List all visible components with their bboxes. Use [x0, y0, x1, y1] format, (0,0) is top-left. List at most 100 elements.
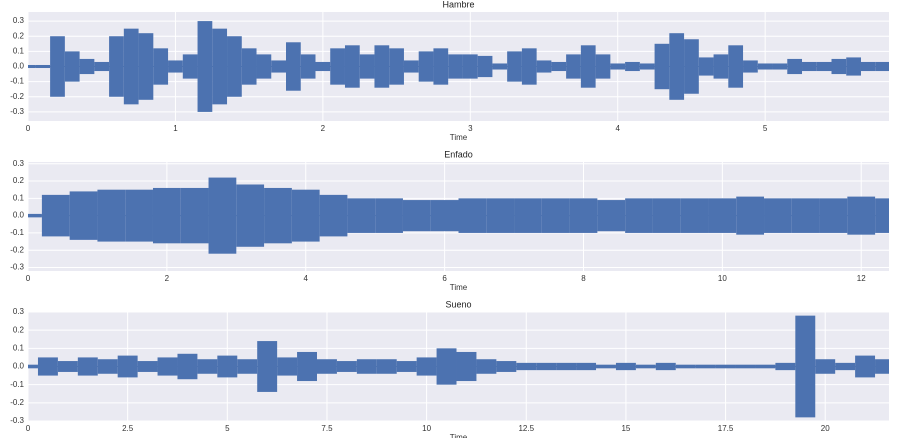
y-tick-label: 0.0 [13, 62, 25, 71]
waveform-segment [680, 198, 709, 233]
y-tick-label: 0.0 [13, 362, 25, 371]
waveform-segment [669, 33, 685, 100]
waveform-segment [486, 198, 515, 233]
x-tick-label: 17.5 [718, 424, 734, 433]
y-tick-label: -0.3 [10, 263, 24, 272]
waveform-segment [536, 60, 552, 73]
y-tick-label: 0.3 [13, 159, 25, 168]
waveform-segment [157, 357, 178, 376]
waveform-segment [286, 42, 301, 91]
waveform-segment [79, 58, 95, 75]
waveform-segment [241, 48, 257, 85]
waveform-segment [330, 48, 345, 85]
x-tick-label: 5 [225, 424, 230, 433]
waveform-segment [418, 51, 434, 82]
waveform-segment [476, 359, 497, 374]
waveform-segment [35, 64, 51, 69]
waveform-segment [775, 362, 796, 371]
waveform-segment [227, 36, 242, 97]
x-tick-label: 0 [26, 274, 31, 283]
waveform-segment [875, 198, 889, 233]
waveform-segment [521, 48, 537, 85]
waveform-segment [595, 54, 611, 79]
waveform-segment [695, 364, 716, 369]
waveform-segment [492, 63, 508, 70]
waveform-segment [596, 364, 616, 369]
waveform-segment [336, 361, 357, 372]
x-tick-label: 10 [422, 424, 431, 433]
x-axis-label: Time [450, 133, 468, 142]
waveform-segment [153, 48, 169, 85]
waveform-segment [359, 54, 375, 79]
x-tick-label: 2 [165, 274, 170, 283]
y-tick-label: 0.3 [13, 307, 25, 316]
waveform-segment [69, 191, 98, 240]
waveform-segment [462, 54, 478, 79]
waveform-segment [396, 361, 417, 372]
waveform-segment [291, 189, 320, 242]
waveform-segment [177, 353, 198, 380]
waveform-segment [791, 198, 820, 233]
y-tick-label: 0.2 [13, 176, 25, 185]
waveform-segment [846, 57, 861, 76]
x-axis-label: Time [450, 433, 468, 438]
waveform-segment [109, 36, 124, 97]
waveform-segment [416, 357, 437, 376]
waveform-segment [319, 194, 348, 237]
waveform-segment [764, 198, 792, 233]
waveform-segment [597, 200, 626, 232]
waveform-segment [180, 187, 209, 244]
waveform-segment [97, 359, 118, 374]
waveform-segment [698, 57, 714, 76]
x-tick-label: 2 [321, 124, 326, 133]
y-tick-label: -0.3 [10, 416, 24, 425]
waveform-segment [77, 357, 98, 376]
chart-title: Sueno [445, 299, 471, 309]
waveform-segment [433, 48, 449, 85]
waveform-segment [28, 364, 38, 369]
waveform-segment [57, 361, 78, 372]
waveform-segment [271, 60, 287, 73]
waveform-segment [168, 60, 183, 73]
waveform-segment [615, 362, 636, 371]
waveform-segment [356, 359, 377, 374]
y-tick-label: 0.1 [13, 193, 25, 202]
y-tick-label: 0.3 [13, 16, 25, 25]
waveform-segment [430, 200, 459, 232]
waveform-segment [448, 54, 463, 79]
x-tick-label: 15 [621, 424, 630, 433]
waveform-segment [28, 213, 42, 218]
waveform-segment [182, 54, 198, 79]
waveform-segment [507, 51, 522, 82]
waveform-segment [516, 362, 537, 371]
waveform-segment [772, 63, 788, 70]
waveform-segment [344, 45, 360, 88]
waveform-segment [541, 198, 570, 233]
waveform-segment [787, 58, 803, 75]
x-tick-label: 12.5 [518, 424, 534, 433]
waveform-segment [855, 355, 876, 378]
x-tick-label: 7.5 [321, 424, 333, 433]
waveform-segment [277, 357, 298, 376]
chart-title: Hambre [442, 0, 474, 9]
waveform-segment [639, 63, 655, 70]
waveform-segment [117, 355, 138, 378]
waveform-segment [376, 359, 397, 374]
waveform-segment [37, 357, 58, 376]
waveform-segment [125, 189, 153, 242]
waveform-segment [684, 39, 699, 94]
waveform-segment [847, 196, 876, 235]
waveform-segment [316, 359, 337, 374]
y-tick-label: -0.2 [10, 245, 24, 254]
x-tick-label: 6 [442, 274, 447, 283]
waveform-segment [197, 359, 218, 374]
x-tick-label: 1 [173, 124, 178, 133]
waveform-segment [297, 351, 317, 382]
x-tick-label: 4 [615, 124, 620, 133]
waveform-segment [715, 364, 736, 369]
x-tick-label: 0 [26, 124, 31, 133]
waveform-segment [375, 198, 403, 233]
y-tick-label: 0.0 [13, 211, 25, 220]
waveform-segment [94, 61, 110, 72]
